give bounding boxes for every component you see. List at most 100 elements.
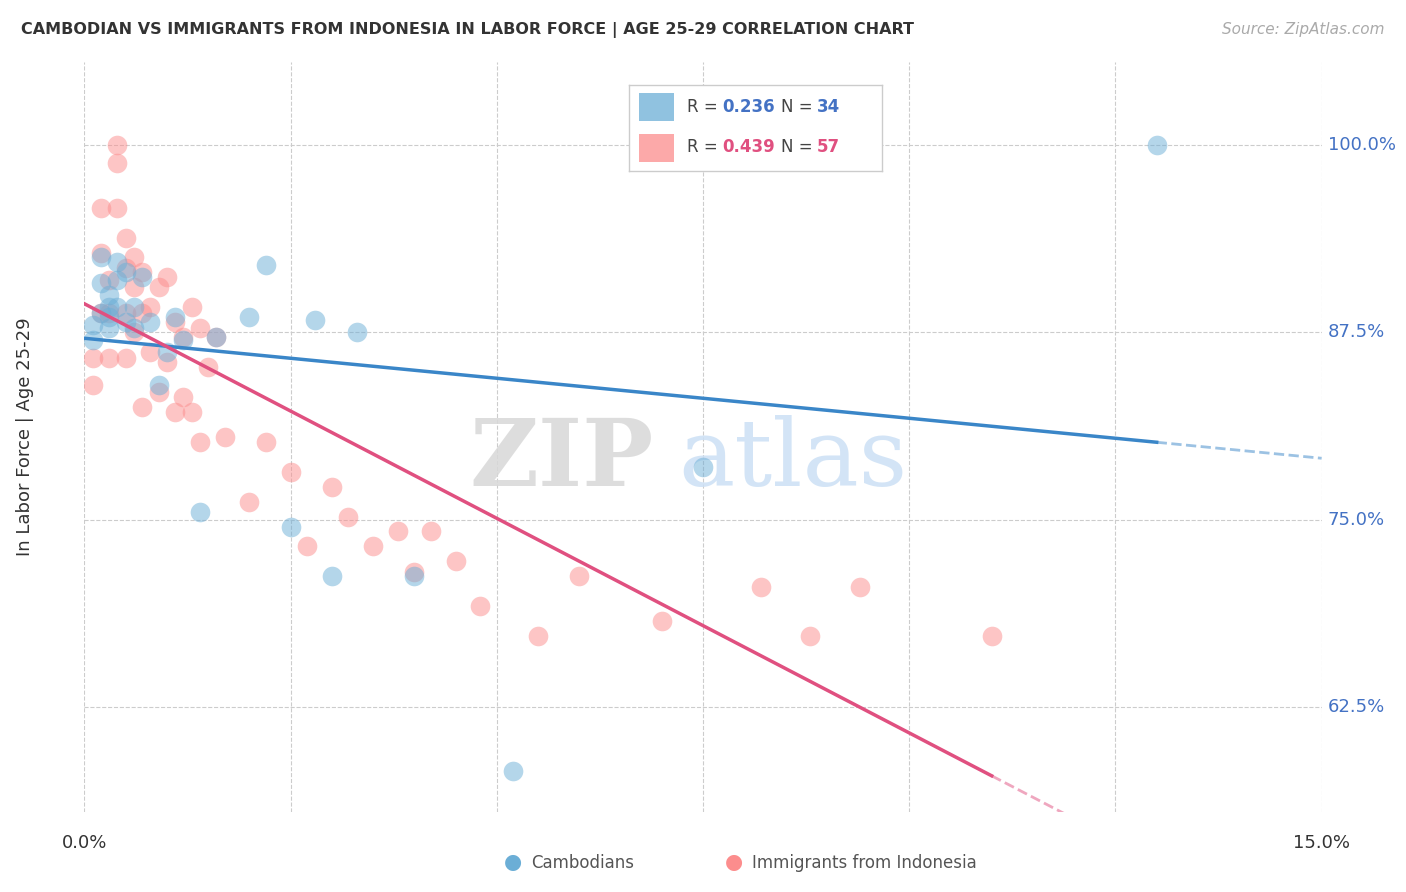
Point bbox=[114, 306, 136, 320]
Point bbox=[361, 540, 384, 554]
Text: 100.0%: 100.0% bbox=[1327, 136, 1396, 153]
Point bbox=[238, 310, 260, 325]
Point bbox=[82, 351, 104, 365]
Point bbox=[172, 390, 194, 404]
Text: 34: 34 bbox=[817, 98, 839, 116]
Text: Immigrants from Indonesia: Immigrants from Indonesia bbox=[752, 855, 977, 872]
Point bbox=[254, 434, 277, 449]
Text: 0.0%: 0.0% bbox=[62, 834, 107, 852]
Point bbox=[502, 764, 524, 779]
Point bbox=[90, 245, 112, 260]
Point bbox=[90, 276, 112, 290]
Point bbox=[98, 351, 121, 365]
Point bbox=[90, 201, 112, 215]
Point bbox=[114, 260, 136, 275]
Point bbox=[98, 300, 121, 314]
Point bbox=[139, 344, 162, 359]
Point bbox=[122, 250, 145, 264]
Point bbox=[1146, 137, 1168, 152]
Text: 15.0%: 15.0% bbox=[1294, 834, 1350, 852]
Point bbox=[180, 300, 202, 314]
Point bbox=[131, 400, 153, 414]
Point bbox=[90, 306, 112, 320]
Point bbox=[156, 269, 179, 284]
Point bbox=[105, 300, 128, 314]
Text: ●: ● bbox=[505, 853, 522, 872]
Bar bbox=[638, 134, 675, 162]
Point bbox=[98, 310, 121, 325]
Text: 57: 57 bbox=[817, 138, 839, 156]
Point bbox=[254, 258, 277, 272]
Point bbox=[692, 460, 714, 475]
Point bbox=[114, 231, 136, 245]
Point bbox=[799, 629, 821, 643]
Point bbox=[131, 269, 153, 284]
Point bbox=[131, 306, 153, 320]
Point bbox=[90, 250, 112, 264]
Point bbox=[165, 315, 187, 329]
Point bbox=[105, 137, 128, 152]
Point bbox=[156, 344, 179, 359]
Point bbox=[280, 520, 302, 534]
Point bbox=[188, 505, 211, 519]
Point bbox=[98, 273, 121, 287]
Point bbox=[105, 156, 128, 170]
Point bbox=[82, 318, 104, 332]
Point bbox=[98, 306, 121, 320]
Point bbox=[122, 280, 145, 294]
Point bbox=[105, 254, 128, 268]
Point bbox=[131, 265, 153, 279]
Point bbox=[90, 306, 112, 320]
Point bbox=[568, 569, 591, 583]
Point bbox=[180, 404, 202, 418]
Point bbox=[848, 580, 870, 594]
Point bbox=[321, 479, 343, 493]
Point bbox=[321, 569, 343, 583]
Point bbox=[82, 333, 104, 347]
Point bbox=[114, 351, 136, 365]
Text: ZIP: ZIP bbox=[470, 415, 654, 505]
Point bbox=[188, 434, 211, 449]
Point bbox=[980, 629, 1002, 643]
Point bbox=[346, 325, 368, 339]
Point bbox=[205, 329, 228, 343]
Text: 0.236: 0.236 bbox=[723, 98, 775, 116]
Point bbox=[172, 329, 194, 343]
Point bbox=[98, 320, 121, 334]
Point bbox=[527, 629, 550, 643]
Point bbox=[105, 201, 128, 215]
Bar bbox=[638, 93, 675, 121]
Point bbox=[165, 404, 187, 418]
Point bbox=[238, 494, 260, 508]
Text: ●: ● bbox=[725, 853, 742, 872]
Point bbox=[122, 300, 145, 314]
Text: Cambodians: Cambodians bbox=[531, 855, 634, 872]
Point bbox=[337, 509, 360, 524]
Point bbox=[444, 554, 467, 568]
Text: 75.0%: 75.0% bbox=[1327, 510, 1385, 528]
Text: N =: N = bbox=[780, 98, 818, 116]
Point bbox=[188, 320, 211, 334]
Text: N =: N = bbox=[780, 138, 818, 156]
Point bbox=[419, 524, 441, 539]
Point bbox=[122, 320, 145, 334]
Point bbox=[172, 333, 194, 347]
Point bbox=[139, 315, 162, 329]
Text: R =: R = bbox=[688, 138, 723, 156]
Point bbox=[114, 315, 136, 329]
Text: 0.439: 0.439 bbox=[723, 138, 775, 156]
Point bbox=[148, 280, 170, 294]
Point bbox=[114, 265, 136, 279]
Text: Source: ZipAtlas.com: Source: ZipAtlas.com bbox=[1222, 22, 1385, 37]
Point bbox=[404, 565, 426, 579]
Text: 62.5%: 62.5% bbox=[1327, 698, 1385, 715]
Point bbox=[749, 580, 772, 594]
Point bbox=[165, 310, 187, 325]
Point bbox=[148, 377, 170, 392]
Point bbox=[304, 313, 326, 327]
Text: atlas: atlas bbox=[678, 415, 907, 505]
Point bbox=[105, 273, 128, 287]
Point bbox=[197, 359, 219, 374]
Point bbox=[122, 325, 145, 339]
Point bbox=[280, 465, 302, 479]
